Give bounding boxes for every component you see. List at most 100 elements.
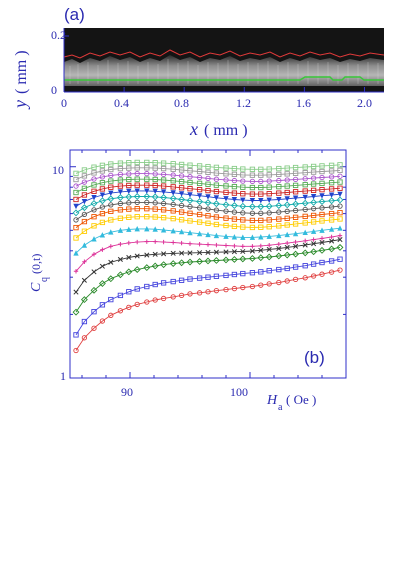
series-10-point [248, 203, 256, 211]
series-1-point [126, 304, 132, 310]
series-2-point [223, 272, 229, 279]
series-14-point [284, 177, 290, 183]
series-16-point [249, 166, 256, 172]
series-15-point [178, 167, 185, 173]
series-13-point [328, 180, 335, 186]
series-12-point [266, 191, 272, 197]
series-11-point [91, 195, 97, 201]
series-5-point [179, 240, 184, 246]
series-11-point [108, 190, 114, 196]
series-2-point [284, 265, 290, 272]
series-9-point [302, 206, 308, 213]
series-13-point [337, 179, 343, 185]
series-14-point [337, 173, 343, 179]
series-12-point [134, 182, 140, 188]
series-5-point [161, 239, 166, 245]
series-1-point [337, 267, 343, 273]
series-5-point [91, 252, 97, 257]
series-13-point [213, 182, 220, 188]
series-7-point [249, 224, 256, 231]
series-9-point [81, 211, 88, 218]
series-9-point [292, 207, 299, 214]
series-11-point [231, 196, 238, 203]
series-4-line [75, 239, 341, 293]
series-1-point [310, 273, 317, 279]
series-7-point [187, 218, 193, 224]
series-5-point [144, 239, 149, 244]
series-5-point [223, 243, 229, 248]
series-5-point [258, 243, 263, 249]
series-12-point [126, 182, 132, 189]
x-axis-subscript: a [278, 402, 283, 413]
series-group [72, 159, 344, 354]
series-14-point [134, 170, 140, 177]
series-4 [73, 237, 343, 295]
series-2-point [117, 292, 124, 299]
series-6-point [240, 234, 246, 240]
series-11-point [240, 197, 246, 203]
series-7-point [99, 219, 106, 226]
series-6-point [302, 229, 308, 236]
series-3-point [310, 248, 318, 256]
series-14-point [91, 176, 97, 182]
series-1-point [144, 299, 150, 305]
series-2-point [328, 258, 335, 264]
series-5-point [126, 240, 131, 246]
panel-a-label: (a) [64, 5, 85, 24]
series-8-point [328, 210, 335, 217]
series-3-point [222, 256, 230, 264]
series-13-point [126, 176, 132, 183]
x-axis-var: x [189, 119, 198, 139]
series-2-point [187, 276, 193, 282]
y-axis-argument: (0,t) [29, 254, 43, 274]
series-6-point [249, 234, 256, 240]
series-16-point [266, 166, 272, 172]
series-8-point [152, 206, 158, 212]
series-8-point [249, 217, 256, 224]
series-4-point [91, 269, 97, 275]
series-12-line [75, 184, 341, 200]
series-12-point [73, 196, 79, 203]
series-10-line [75, 196, 341, 214]
series-13-point [91, 182, 97, 188]
series-8-point [178, 209, 185, 215]
series-11-point [266, 197, 272, 203]
series-10-point [98, 197, 106, 205]
series-9-point [240, 210, 246, 216]
series-12-point [337, 185, 343, 191]
series-10-point [151, 193, 159, 201]
series-11-point [99, 192, 106, 198]
series-2-point [213, 273, 220, 279]
series-16-point [223, 165, 229, 171]
series-15-point [240, 172, 246, 178]
series-7-point [81, 228, 88, 234]
series-15-point [258, 172, 264, 178]
series-3-point [133, 266, 141, 274]
series-15-point [126, 165, 132, 171]
series-5-point [214, 242, 219, 248]
series-13-point [73, 189, 79, 196]
series-14-point [152, 171, 158, 177]
series-9-point [91, 207, 97, 213]
series-7-point [310, 219, 317, 225]
series-12-point [91, 188, 97, 194]
series-9-point [319, 205, 325, 211]
series-13-point [205, 181, 211, 187]
series-9-point [178, 202, 185, 209]
series-6-point [292, 230, 299, 237]
y-tick-label-10: 10 [52, 163, 64, 177]
series-8-point [91, 214, 97, 220]
series-4-point [73, 289, 79, 295]
series-13-point [276, 183, 282, 190]
series-3-point [336, 243, 344, 251]
series-7-point [170, 215, 176, 222]
series-9-point [117, 200, 124, 207]
series-10-point [292, 200, 300, 208]
series-1-point [292, 276, 299, 283]
series-4-point [99, 263, 105, 269]
series-5-point [337, 233, 343, 238]
series-7-point [117, 215, 124, 221]
series-1-point [205, 289, 211, 295]
series-11-point [73, 203, 79, 210]
series-8-point [213, 214, 220, 220]
